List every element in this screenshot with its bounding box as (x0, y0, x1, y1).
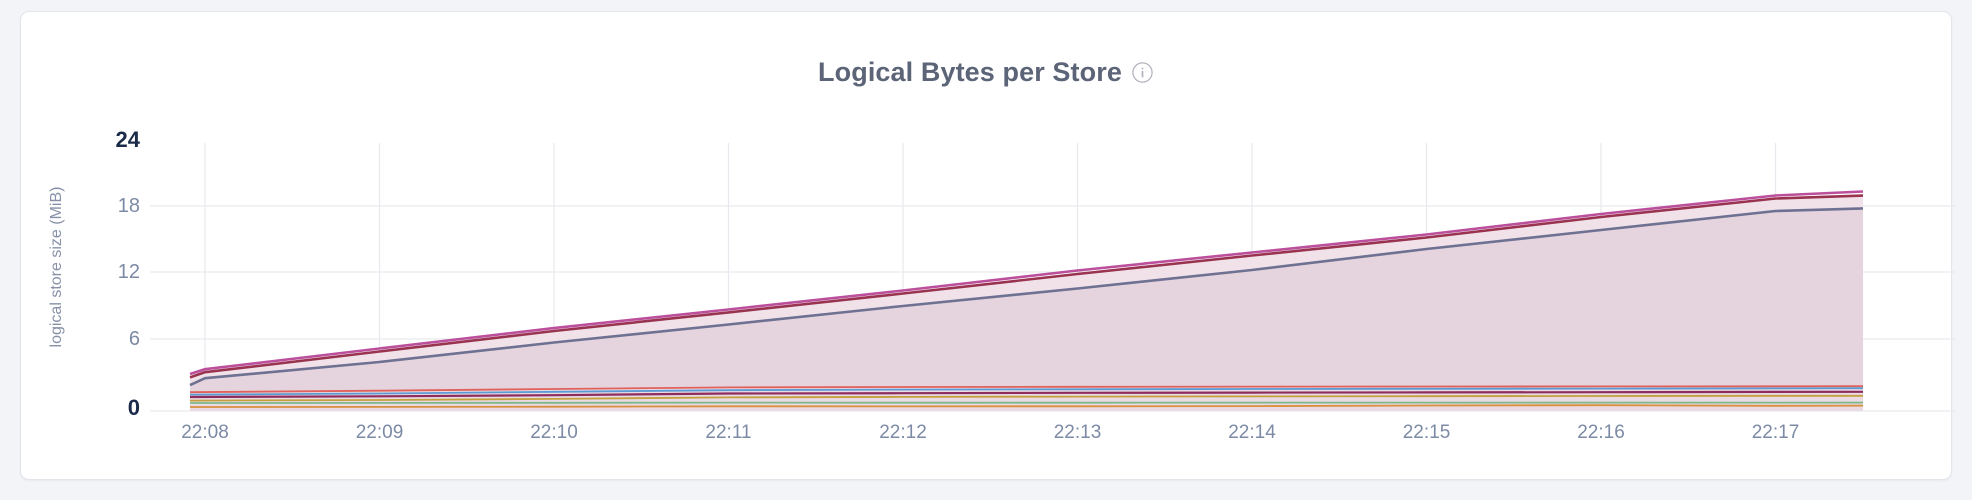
svg-text:24: 24 (116, 127, 141, 152)
svg-text:22:15: 22:15 (1403, 422, 1451, 443)
svg-text:22:09: 22:09 (356, 422, 404, 443)
svg-text:22:10: 22:10 (530, 422, 578, 443)
svg-text:22:11: 22:11 (705, 422, 751, 443)
svg-text:18: 18 (118, 195, 140, 217)
svg-text:0: 0 (128, 395, 140, 420)
svg-text:22:08: 22:08 (181, 422, 229, 443)
svg-text:6: 6 (129, 328, 140, 350)
svg-text:22:13: 22:13 (1054, 422, 1102, 443)
svg-text:12: 12 (118, 261, 140, 283)
svg-text:22:17: 22:17 (1752, 422, 1800, 443)
svg-text:22:14: 22:14 (1228, 422, 1276, 443)
svg-text:22:12: 22:12 (879, 422, 927, 443)
svg-text:22:16: 22:16 (1577, 422, 1625, 443)
